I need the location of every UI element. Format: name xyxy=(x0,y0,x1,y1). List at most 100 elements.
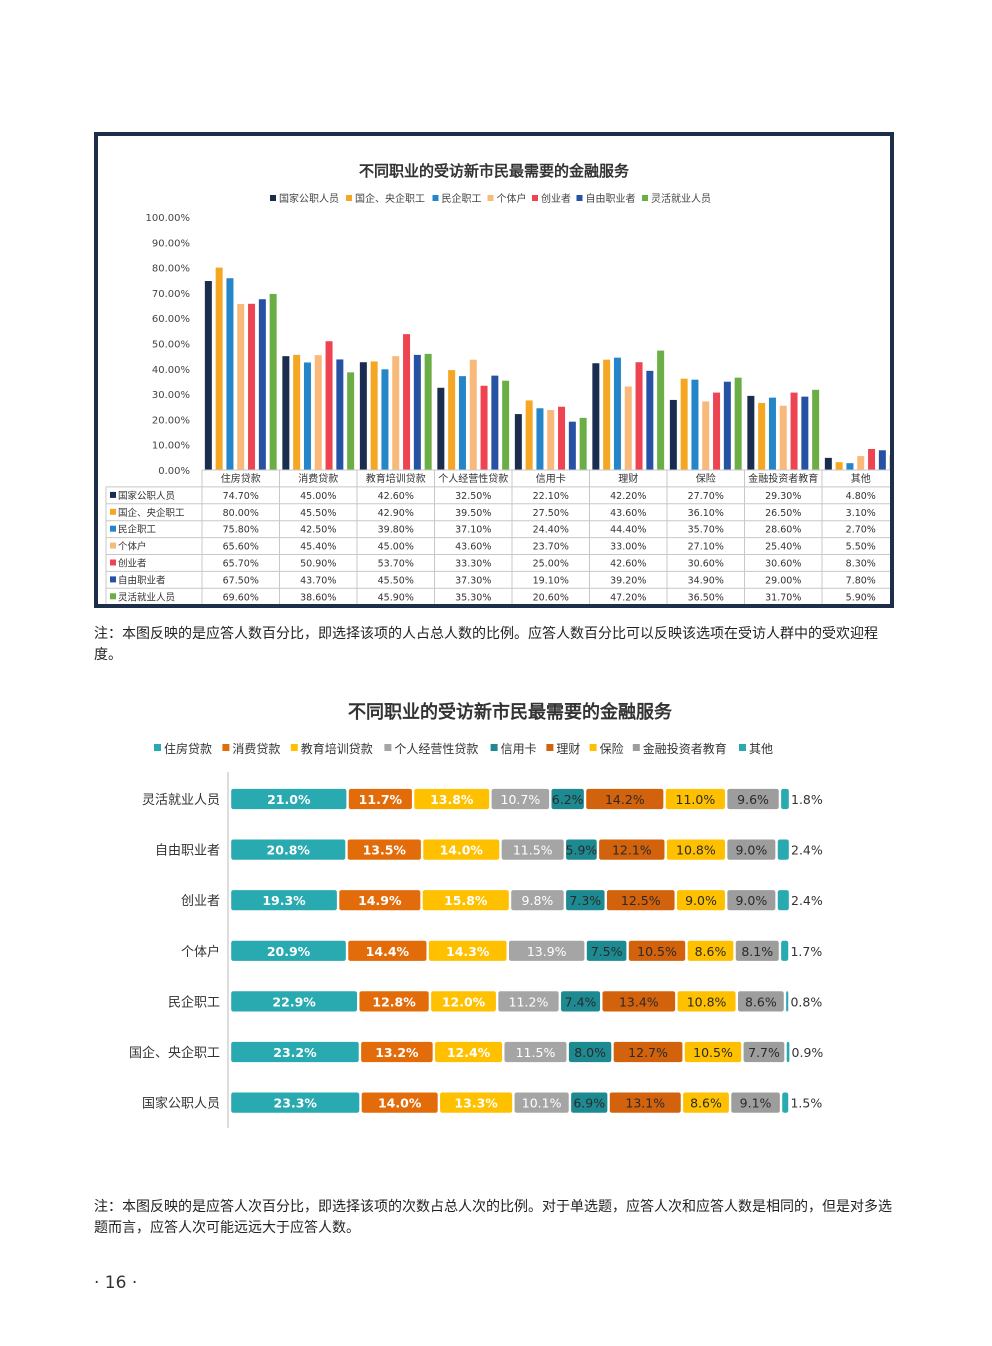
chart1-table-cell: 24.40% xyxy=(533,525,569,536)
chart1-bar xyxy=(801,396,809,470)
note-2: 注：本图反映的是应答人次百分比，即选择该项的次数占总人次的比例。对于单选题，应答… xyxy=(94,1199,892,1236)
chart1-category-label: 信用卡 xyxy=(536,472,566,485)
chart2-bar-segment xyxy=(780,939,790,962)
chart2-bar-segment xyxy=(503,1041,568,1063)
chart2-data-label: 2.4% xyxy=(791,843,823,858)
chart1-bar xyxy=(790,392,798,470)
chart1-bar xyxy=(215,267,223,470)
chart2-legend-label: 消费贷款 xyxy=(232,742,280,756)
chart2-data-label: 21.0% xyxy=(267,792,311,807)
chart2-bar-segment xyxy=(497,990,560,1013)
chart1-table-cell: 19.10% xyxy=(533,575,569,586)
chart1-table-row-label: 国家公职人员 xyxy=(118,490,175,502)
chart2-data-label: 10.8% xyxy=(676,843,716,858)
chart2-data-label: 9.8% xyxy=(522,893,554,908)
chart1-title: 不同职业的受访新市民最需要的金融服务 xyxy=(359,162,630,180)
chart2-category-label: 灵活就业人员 xyxy=(142,793,220,808)
chart2-data-label: 14.3% xyxy=(446,944,490,959)
chart2-data-label: 9.0% xyxy=(735,843,767,858)
chart1-legend-label: 创业者 xyxy=(541,192,571,205)
chart2-bar-segment xyxy=(565,889,606,912)
chart1-table-cell: 5.90% xyxy=(846,592,876,603)
chart1-bar xyxy=(347,372,355,470)
chart2-legend-label: 住房贷款 xyxy=(164,741,212,756)
chart1-legend-label: 国家公职人员 xyxy=(279,192,339,205)
chart2-legend-label: 教育培训贷款 xyxy=(301,741,373,756)
chart2-data-label: 20.8% xyxy=(267,843,311,858)
chart2-data-label: 20.9% xyxy=(267,944,311,959)
chart1-table-cell: 44.40% xyxy=(610,525,646,536)
chart2-data-label: 11.7% xyxy=(359,792,403,807)
chart2-data-label: 7.3% xyxy=(569,893,601,908)
chart2-data-label: 15.8% xyxy=(444,893,488,908)
chart1-bar xyxy=(258,299,266,470)
chart1-ytick-label: 80.00% xyxy=(152,264,190,275)
chart2-bar-segment xyxy=(568,1041,613,1063)
chart2-bar-segment xyxy=(508,939,586,962)
chart2-data-label: 1.8% xyxy=(791,792,823,807)
chart2-bar-segment xyxy=(490,788,550,810)
chart2-data-label: 13.8% xyxy=(430,792,474,807)
chart1-ytick-label: 0.00% xyxy=(158,466,190,477)
chart2-bar-segment xyxy=(360,1041,434,1063)
chart2-data-label: 12.4% xyxy=(447,1045,491,1060)
chart1-bar xyxy=(758,402,766,470)
chart1-table-cell: 67.50% xyxy=(223,575,259,586)
chart2-bar-segment xyxy=(430,990,497,1013)
chart1-bar xyxy=(226,278,234,470)
chart2-data-label: 10.5% xyxy=(693,1045,733,1060)
chart1-bar xyxy=(680,378,688,470)
chart2-category-label: 创业者 xyxy=(181,894,220,909)
chart1-table-cell: 45.90% xyxy=(378,592,414,603)
chart2-data-label: 9.1% xyxy=(740,1096,772,1111)
chart1-bar xyxy=(635,362,643,470)
chart1-bar xyxy=(646,370,654,470)
chart1-table-cell: 4.80% xyxy=(846,491,876,502)
chart2-data-label: 1.5% xyxy=(790,1096,822,1111)
chart2-bar-segment xyxy=(785,990,790,1013)
chart2-data-label: 0.9% xyxy=(792,1045,824,1060)
chart1-category-label: 消费贷款 xyxy=(298,472,338,485)
chart2-bar-segment xyxy=(230,990,358,1013)
chart2-bar-segment xyxy=(439,1091,513,1114)
chart1-table-cell: 33.00% xyxy=(610,542,646,553)
chart1-table-cell: 28.60% xyxy=(765,525,801,536)
chart1-bar xyxy=(458,376,466,470)
chart1-bar xyxy=(514,414,522,470)
chart2-category-label: 国家公职人员 xyxy=(142,1096,220,1112)
chart2-legend-label: 保险 xyxy=(600,741,624,756)
chart2-bar-segment xyxy=(742,1041,786,1063)
chart2-data-label: 11.5% xyxy=(516,1045,556,1060)
chart2-data-label: 8.6% xyxy=(745,994,777,1009)
chart1-legend-label: 民企职工 xyxy=(442,192,482,205)
chart1-bar xyxy=(336,359,344,470)
chart1-table-row-label: 民企职工 xyxy=(118,524,157,536)
chart1-bar xyxy=(381,369,389,470)
chart1-table-cell: 45.40% xyxy=(300,542,336,553)
chart2-data-label: 12.8% xyxy=(372,994,416,1009)
chart1-legend-label: 国企、央企职工 xyxy=(355,192,425,205)
chart2-category-label: 自由职业者 xyxy=(155,844,220,859)
chart2-data-label: 2.4% xyxy=(791,893,823,908)
chart1-bar xyxy=(846,463,854,470)
chart1-bar xyxy=(713,392,721,470)
chart2-data-label: 12.5% xyxy=(621,893,661,908)
chart1-table-cell: 36.10% xyxy=(688,508,724,519)
chart2-data-label: 11.2% xyxy=(509,994,549,1009)
chart1-bar xyxy=(624,386,632,470)
chart2-bar-segment xyxy=(666,838,726,861)
chart1-table-cell: 39.50% xyxy=(455,508,491,519)
chart1-table-cell: 42.90% xyxy=(378,508,414,519)
chart1-bar xyxy=(558,406,566,470)
chart1-bar xyxy=(768,397,776,470)
chart1-table-cell: 27.70% xyxy=(688,491,724,502)
chart1-table-cell: 43.70% xyxy=(300,575,336,586)
chart2-bar-segment xyxy=(230,939,347,962)
chart1-table-row-label: 创业者 xyxy=(118,558,147,570)
chart2-bar-segment xyxy=(360,1091,439,1114)
chart1-table-cell: 25.00% xyxy=(533,559,569,570)
chart2-bar-segment xyxy=(776,838,790,861)
chart1-table-cell: 5.50% xyxy=(846,542,876,553)
chart1-table-cell: 75.80% xyxy=(223,525,259,536)
chart2-data-label: 10.1% xyxy=(522,1096,562,1111)
